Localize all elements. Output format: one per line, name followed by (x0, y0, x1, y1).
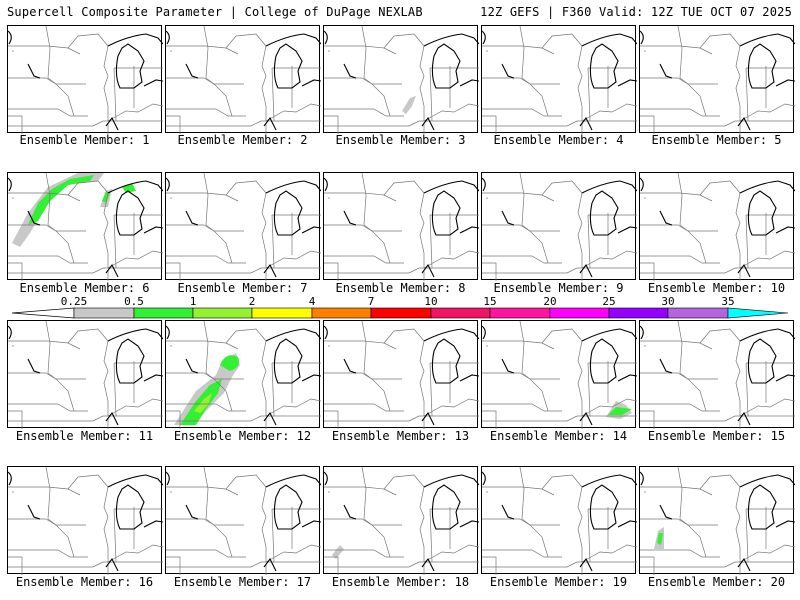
map-5 (640, 26, 795, 134)
member-label: Ensemble Member: 8 (335, 281, 466, 295)
member-label: Ensemble Member: 19 (489, 575, 628, 589)
member-map-13 (323, 320, 479, 429)
member-map-5 (639, 25, 795, 134)
scp-contour (180, 379, 222, 425)
map-7 (166, 173, 321, 281)
member-map-2 (165, 25, 321, 134)
member-map-7 (165, 172, 321, 281)
member-map-19 (481, 466, 637, 575)
member-label: Ensemble Member: 10 (647, 281, 786, 295)
colorbar-tick-label: 0.25 (61, 296, 88, 308)
member-label: Ensemble Member: 4 (493, 133, 624, 147)
map-19 (482, 467, 637, 575)
scp-contour (657, 533, 663, 545)
member-map-16 (7, 466, 163, 575)
run-info: 12Z GEFS | F360 Valid: 12Z TUE OCT 07 20… (480, 5, 792, 19)
member-map-18 (323, 466, 479, 575)
colorbar-low-triangle (11, 307, 75, 319)
member-label: Ensemble Member: 11 (15, 429, 154, 443)
member-label: Ensemble Member: 6 (19, 281, 150, 295)
colorbar-segment (192, 307, 253, 319)
member-label: Ensemble Member: 16 (15, 575, 154, 589)
scp-contour (194, 393, 212, 413)
member-label: Ensemble Member: 2 (177, 133, 308, 147)
member-map-12 (165, 320, 321, 429)
member-map-15 (639, 320, 795, 429)
member-label: Ensemble Member: 15 (647, 429, 786, 443)
member-label: Ensemble Member: 20 (647, 575, 786, 589)
scp-contour (122, 183, 136, 193)
map-4 (482, 26, 637, 134)
map-12 (166, 321, 321, 429)
colorbar-segment (430, 307, 491, 319)
member-label: Ensemble Member: 14 (489, 429, 628, 443)
member-map-1 (7, 25, 163, 134)
member-label: Ensemble Member: 1 (19, 133, 150, 147)
map-2 (166, 26, 321, 134)
colorbar-tick-label: 1 (190, 296, 197, 308)
map-14 (482, 321, 637, 429)
member-map-17 (165, 466, 321, 575)
member-label: Ensemble Member: 12 (173, 429, 312, 443)
member-map-20 (639, 466, 795, 575)
colorbar-tick-label: 25 (602, 296, 615, 308)
scp-contour (220, 355, 239, 371)
member-map-4 (481, 25, 637, 134)
member-label: Ensemble Member: 3 (335, 133, 466, 147)
member-label: Ensemble Member: 13 (331, 429, 470, 443)
colorbar-tick-label: 7 (368, 296, 375, 308)
member-map-14 (481, 320, 637, 429)
map-18 (324, 467, 479, 575)
map-17 (166, 467, 321, 575)
member-label: Ensemble Member: 18 (331, 575, 470, 589)
member-label: Ensemble Member: 9 (493, 281, 624, 295)
map-15 (640, 321, 795, 429)
chart-title: Supercell Composite Parameter | College … (7, 5, 423, 19)
colorbar-segment (489, 307, 551, 319)
colorbar-segment (370, 307, 432, 319)
scp-contour (608, 407, 632, 415)
colorbar-tick-label: 4 (309, 296, 316, 308)
member-map-10 (639, 172, 795, 281)
member-map-11 (7, 320, 163, 429)
map-11 (8, 321, 163, 429)
colorbar-segment (667, 307, 729, 319)
colorbar-tick-label: 20 (543, 296, 556, 308)
map-6 (8, 173, 163, 281)
colorbar-tick-label: 0.5 (124, 296, 144, 308)
map-1 (8, 26, 163, 134)
member-label: Ensemble Member: 17 (173, 575, 312, 589)
map-20 (640, 467, 795, 575)
member-map-6 (7, 172, 163, 281)
map-9 (482, 173, 637, 281)
colorbar-tick-label: 10 (424, 296, 437, 308)
colorbar-tick-label: 30 (661, 296, 674, 308)
scp-contour (12, 173, 104, 247)
colorbar-segment (133, 307, 194, 319)
scp-contour (28, 175, 94, 225)
colorbar-tick-label: 15 (483, 296, 496, 308)
member-label: Ensemble Member: 7 (177, 281, 308, 295)
colorbar-segment (73, 307, 135, 319)
member-map-3 (323, 25, 479, 134)
colorbar-tick-label: 35 (721, 296, 734, 308)
colorbar-segment (608, 307, 669, 319)
colorbar-high-triangle (727, 307, 789, 319)
member-map-8 (323, 172, 479, 281)
colorbar-segment (251, 307, 313, 319)
map-10 (640, 173, 795, 281)
map-13 (324, 321, 479, 429)
colorbar-tick-label: 2 (249, 296, 256, 308)
colorbar: 0.25 0.5 1 2 4 7 10 15 20 25 30 35 (11, 296, 789, 319)
map-3 (324, 26, 479, 134)
scp-contour (332, 545, 344, 559)
colorbar-segment (549, 307, 610, 319)
member-map-9 (481, 172, 637, 281)
map-8 (324, 173, 479, 281)
colorbar-segment (311, 307, 372, 319)
map-16 (8, 467, 163, 575)
scp-contour (402, 96, 416, 114)
member-label: Ensemble Member: 5 (651, 133, 782, 147)
